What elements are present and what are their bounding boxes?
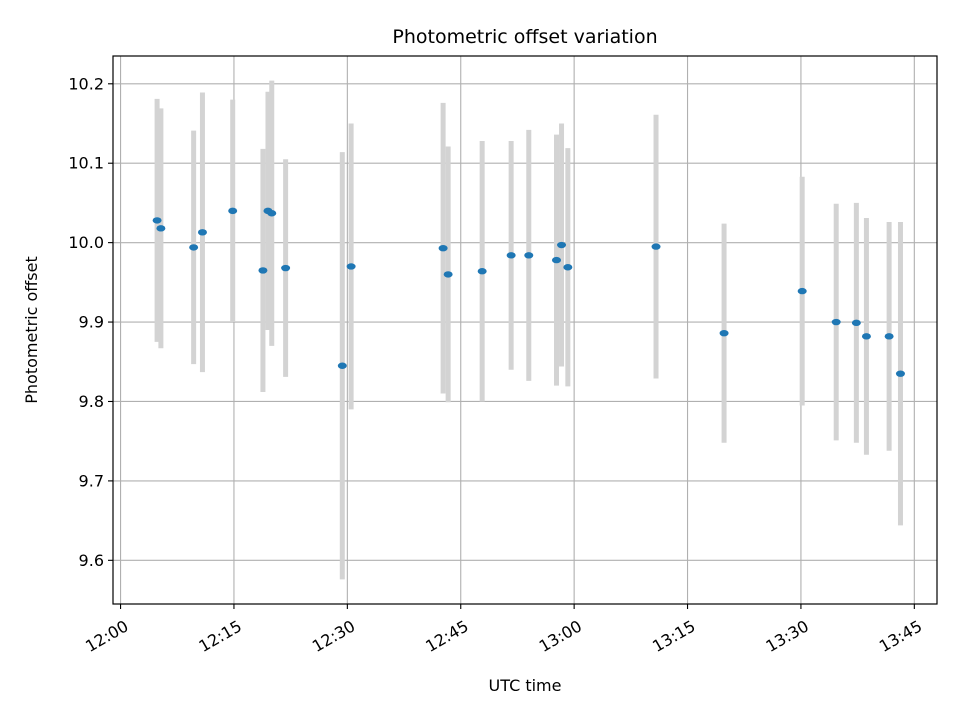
data-points — [152, 207, 905, 377]
data-point — [851, 319, 861, 327]
y-axis-ticks: 9.6 9.7 9.8 9.9 10.0 10.1 10.2 — [68, 74, 113, 570]
data-point — [189, 244, 199, 251]
data-point — [258, 267, 268, 274]
data-point — [651, 243, 661, 250]
data-point — [152, 217, 162, 224]
data-point — [563, 264, 573, 271]
data-point — [281, 264, 291, 272]
data-point — [267, 210, 277, 217]
data-point — [156, 225, 166, 232]
data-point — [884, 333, 894, 340]
x-axis-label: UTC time — [489, 676, 562, 695]
data-point — [443, 271, 453, 278]
data-point — [719, 329, 729, 337]
y-tick-label: 10.0 — [68, 233, 104, 252]
y-tick-label: 9.8 — [79, 392, 104, 411]
data-point — [551, 256, 561, 264]
data-point — [337, 362, 347, 369]
data-point — [861, 333, 871, 340]
data-point — [228, 207, 238, 215]
plot-area — [113, 56, 937, 604]
data-point — [477, 268, 487, 275]
data-point — [438, 244, 448, 252]
plot-frame — [112, 55, 938, 605]
data-point — [895, 370, 905, 377]
chart-title: Photometric offset variation — [392, 26, 657, 48]
y-tick-label: 10.2 — [68, 74, 104, 93]
y-tick-label: 10.1 — [68, 154, 104, 173]
y-axis-label: Photometric offset — [22, 256, 41, 404]
data-point — [797, 287, 807, 295]
data-point — [557, 241, 567, 249]
data-point — [197, 229, 207, 236]
data-point — [506, 252, 516, 259]
data-point — [346, 263, 356, 270]
y-tick-label: 9.7 — [79, 471, 104, 490]
grid — [113, 56, 937, 604]
data-point — [831, 318, 841, 326]
y-tick-label: 9.9 — [79, 313, 104, 332]
y-tick-label: 9.6 — [79, 551, 104, 570]
data-point — [524, 252, 534, 259]
